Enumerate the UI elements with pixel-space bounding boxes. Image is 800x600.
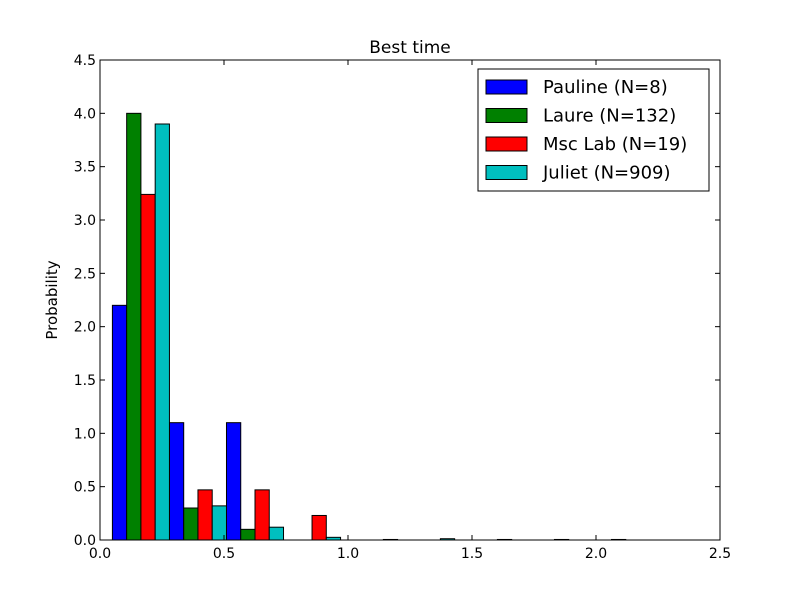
legend-swatch [485,165,528,180]
x-tick-label: 2.0 [585,546,607,562]
bar [111,304,128,541]
y-tick-label: 1.5 [74,373,96,389]
bar [225,422,242,541]
bar [311,514,327,541]
y-tick-label: 1.0 [74,426,96,442]
legend-label: Laure (N=132) [543,106,676,127]
plot-frame [99,59,721,541]
bar [126,112,142,541]
y-axis-label: Probability [43,260,61,339]
chart-title: Best time [369,38,450,58]
bars-group [111,112,627,541]
legend: Pauline (N=8) Laure (N=132) Msc Lab (N=19)… [477,68,710,192]
y-tick-label: 0.0 [74,533,96,549]
bar [254,489,270,541]
legend-swatch [485,136,528,152]
legend-swatch [485,108,528,123]
x-tick-label: 0.0 [89,546,111,562]
x-tick-label: 0.5 [213,546,235,562]
legend-swatch [485,79,528,95]
y-tick-label: 4.5 [74,53,96,69]
bar [197,489,213,541]
y-tick-label: 3.0 [74,213,96,229]
y-tick-label: 2.5 [74,266,96,282]
y-tick-label: 2.0 [74,320,96,336]
bar [140,193,156,541]
legend-label: Juliet (N=909) [542,163,671,184]
x-tick-label: 1.5 [461,546,483,562]
axis-ticks: 0.0 0.5 1.0 1.5 2.0 2.5 0.0 0.5 1.0 1.5 2.0 2.5 3.0 3… [74,53,731,562]
bar [154,123,170,541]
y-tick-label: 4.0 [74,106,96,122]
x-tick-label: 2.5 [709,546,731,562]
bar [240,528,256,541]
y-tick-label: 0.5 [74,480,96,496]
x-tick-label: 1.0 [337,546,359,562]
bar [268,526,285,541]
legend-label: Pauline (N=8) [543,77,668,98]
y-tick-label: 3.5 [74,160,96,176]
bar [183,507,199,541]
bar [168,422,185,541]
legend-label: Msc Lab (N=19) [543,134,687,155]
bar [211,505,227,541]
